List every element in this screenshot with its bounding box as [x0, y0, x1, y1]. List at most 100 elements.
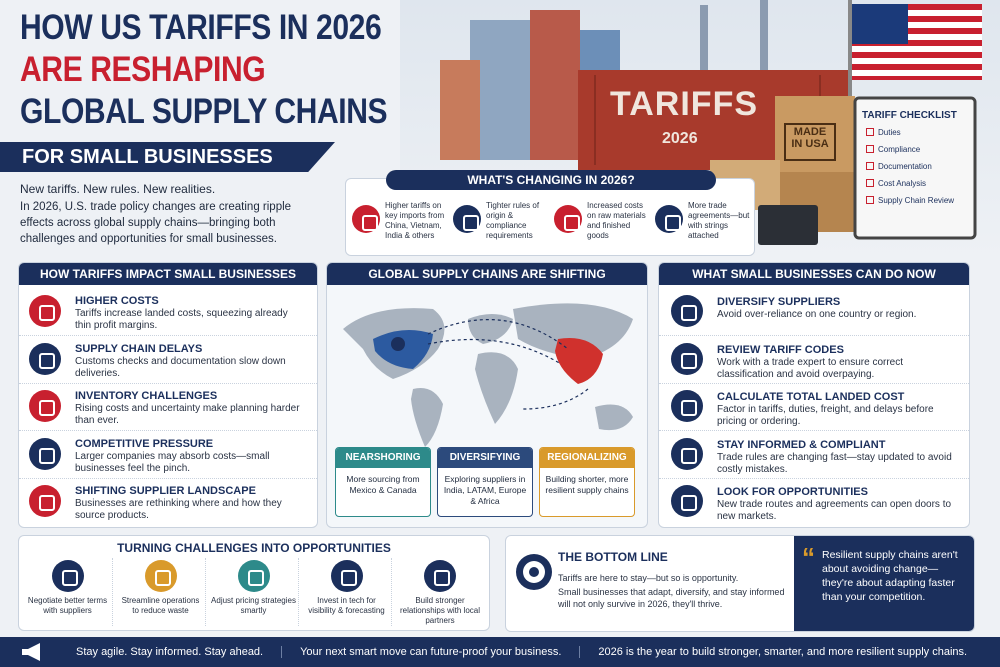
impact-text: Businesses are rethinking where and how …	[75, 498, 282, 521]
impact-heading: HIGHER COSTS	[75, 295, 159, 307]
impact-text: Rising costs and uncertainty make planni…	[75, 403, 300, 426]
changing-text: More trade agreements—but with strings a…	[688, 201, 750, 240]
opportunity-item: Adjust pricing strategies smartly	[209, 558, 299, 626]
quote-box: “ Resilient supply chains aren't about a…	[794, 536, 974, 631]
checkbox	[866, 128, 874, 136]
changing-box: WHAT'S CHANGING IN 2026? Higher tariffs …	[345, 170, 755, 256]
icon	[671, 437, 703, 470]
target-icon	[516, 554, 552, 590]
bottom-line-text: Tariffs are here to stay—but so is oppor…	[558, 573, 739, 583]
icon	[655, 205, 683, 233]
shift-card: NEARSHORING More sourcing from Mexico & C…	[335, 447, 431, 517]
checkbox	[866, 145, 874, 153]
icon	[29, 485, 61, 517]
impact-text: Larger companies may absorb costs—small …	[75, 450, 270, 474]
global-panel: GLOBAL SUPPLY CHAINS ARE SHIFTING NEARSH…	[326, 262, 648, 528]
opportunity-item: Negotiate better terms with suppliers	[23, 558, 113, 626]
icon	[331, 560, 363, 592]
opportunities-list: Negotiate better terms with suppliers Str…	[23, 558, 485, 626]
card-text: More sourcing from Mexico & Canada	[346, 474, 420, 495]
action-item: DIVERSIFY SUPPLIERS Avoid over-reliance o…	[659, 289, 969, 336]
title: HOW US TARIFFS IN 2026	[20, 8, 382, 47]
container-label: TARIFFS	[610, 85, 759, 123]
checklist-item: Documentation	[866, 162, 932, 171]
opportunity-text: Adjust pricing strategies smartly	[211, 596, 296, 615]
bottom-line-text: Small businesses that adapt, diversify, …	[558, 587, 785, 609]
impact-item: SUPPLY CHAIN DELAYS Customs checks and do…	[19, 337, 317, 384]
checklist-text: Supply Chain Review	[878, 196, 955, 205]
shift-card: REGIONALIZING Building shorter, more resi…	[539, 447, 635, 517]
action-text: New trade routes and agreements can open…	[717, 499, 952, 522]
icon	[29, 437, 61, 470]
opportunity-text: Streamline operations to reduce waste	[121, 596, 200, 615]
action-item: REVIEW TARIFF CODES Work with a trade exp…	[659, 337, 969, 384]
opportunity-item: Streamline operations to reduce waste	[116, 558, 206, 626]
icon	[671, 390, 703, 422]
icon	[671, 342, 703, 375]
checklist-item: Supply Chain Review	[866, 196, 954, 205]
checklist-text: Documentation	[878, 162, 932, 171]
action-heading: REVIEW TARIFF CODES	[717, 343, 844, 356]
card-text: Exploring suppliers in India, LATAM, Eur…	[443, 474, 527, 506]
opportunity-item: Invest in tech for visibility & forecast…	[302, 558, 392, 626]
impact-heading: SUPPLY CHAIN DELAYS	[75, 342, 203, 355]
panel-title: WHAT SMALL BUSINESSES CAN DO NOW	[659, 263, 969, 285]
impacts-panel: HOW TARIFFS IMPACT SMALL BUSINESSES HIGH…	[18, 262, 318, 528]
title: GLOBAL SUPPLY CHAINS	[20, 92, 388, 131]
impacts-list: HIGHER COSTS Tariffs increase landed cost…	[19, 289, 317, 527]
quote: Resilient supply chains aren't about avo…	[822, 549, 958, 603]
checklist-text: Compliance	[878, 145, 921, 154]
changing-text: Tighter rules of origin & compliance req…	[486, 201, 540, 240]
checklist-title: TARIFF CHECKLIST	[862, 110, 957, 121]
intro: In 2026, U.S. trade policy changes are c…	[20, 201, 292, 245]
changing-list: Higher tariffs on key imports from China…	[352, 197, 750, 251]
changing-text: Increased costs on raw materials and fin…	[587, 201, 646, 240]
box-label: MADE IN USA	[791, 126, 829, 150]
card-heading: REGIONALIZING	[540, 448, 634, 468]
shift-card: DIVERSIFYING Exploring suppliers in India…	[437, 447, 533, 517]
global-cards: NEARSHORING More sourcing from Mexico & C…	[335, 447, 641, 519]
impact-heading: INVENTORY CHALLENGES	[75, 390, 218, 402]
opportunity-item: Build stronger relationships with local …	[395, 558, 485, 626]
icon	[29, 390, 61, 422]
opportunity-text: Build stronger relationships with local …	[399, 596, 481, 625]
changing-item: More trade agreements—but with strings a…	[655, 197, 755, 253]
opportunity-text: Invest in tech for visibility & forecast…	[308, 596, 385, 615]
action-heading: CALCULATE TOTAL LANDED COST	[717, 391, 905, 403]
icon	[453, 205, 481, 233]
megaphone-icon	[22, 643, 40, 661]
quote-mark: “	[802, 542, 815, 572]
checkbox	[866, 162, 874, 170]
card-heading: DIVERSIFYING	[438, 448, 532, 468]
icon	[424, 560, 456, 592]
container-year: 2026	[662, 130, 698, 147]
checkbox	[866, 179, 874, 187]
action-item: LOOK FOR OPPORTUNITIES New trade routes a…	[659, 479, 969, 526]
footer-text: Stay agile. Stay informed. Stay ahead.	[76, 646, 264, 658]
tagline: New tariffs. New rules. New realities.	[20, 182, 216, 196]
icon	[671, 485, 703, 517]
action-item: CALCULATE TOTAL LANDED COST Factor in tar…	[659, 384, 969, 431]
footer-text: 2026 is the year to build stronger, smar…	[579, 646, 985, 658]
checklist-text: Cost Analysis	[878, 179, 927, 188]
bottom-line-title: THE BOTTOM LINE	[558, 550, 668, 564]
footer-text: Your next smart move can future-proof yo…	[281, 646, 579, 658]
actions-list: DIVERSIFY SUPPLIERS Avoid over-reliance o…	[659, 289, 969, 527]
impact-text: Customs checks and documentation slow do…	[75, 355, 286, 379]
footer: Stay agile. Stay informed. Stay ahead. Yo…	[0, 637, 1000, 667]
icon	[145, 560, 177, 592]
icon	[671, 295, 703, 327]
icon	[29, 295, 61, 327]
impact-item: COMPETITIVE PRESSURE Larger companies may…	[19, 432, 317, 479]
panel-title: GLOBAL SUPPLY CHAINS ARE SHIFTING	[327, 263, 647, 285]
impact-heading: COMPETITIVE PRESSURE	[75, 437, 214, 450]
action-text: Avoid over-reliance on one country or re…	[717, 309, 917, 320]
card-heading: NEARSHORING	[336, 448, 430, 468]
impact-item: INVENTORY CHALLENGES Rising costs and unc…	[19, 384, 317, 431]
panel-title: HOW TARIFFS IMPACT SMALL BUSINESSES	[19, 263, 317, 285]
impact-heading: SHIFTING SUPPLIER LANDSCAPE	[75, 485, 256, 497]
icon	[52, 560, 84, 592]
checklist-item: Duties	[866, 128, 901, 137]
icon	[352, 205, 380, 233]
